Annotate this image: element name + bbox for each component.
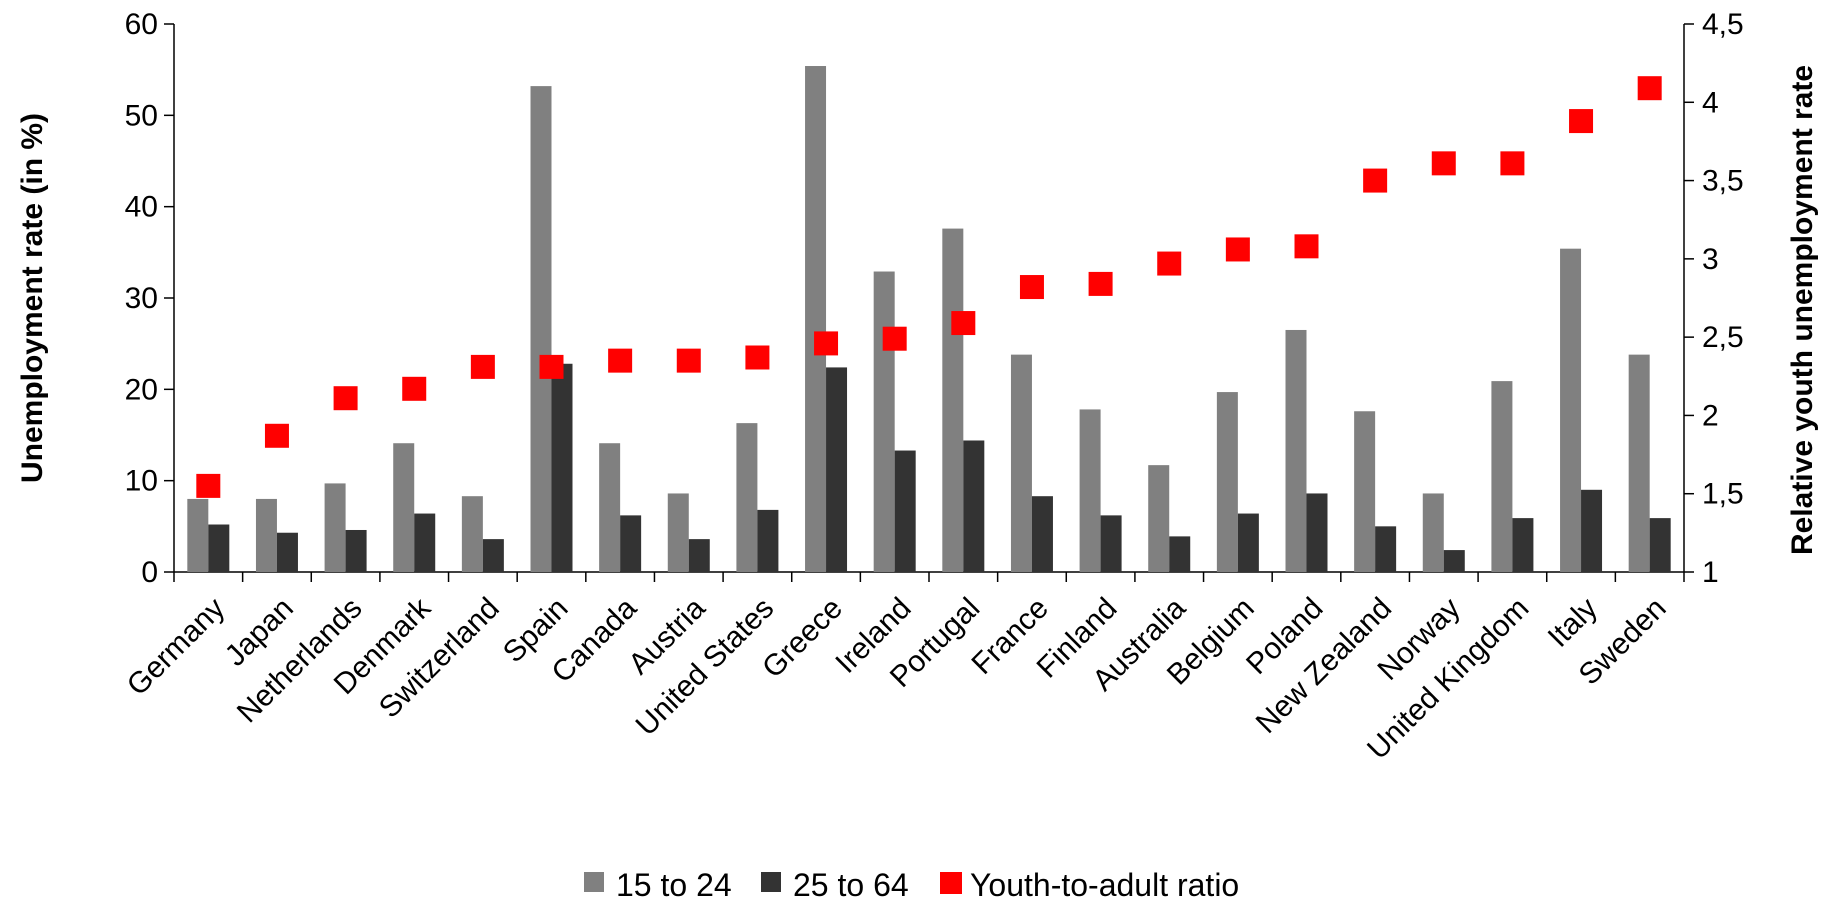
y-tick-label: 50 — [125, 99, 158, 132]
bar-25-to-64 — [1237, 513, 1259, 572]
ratio-marker — [1088, 271, 1113, 296]
y-tick-label: 20 — [125, 373, 158, 406]
ratio-marker — [1431, 151, 1456, 176]
bar-15-to-24 — [873, 271, 895, 572]
bar-15-to-24 — [1560, 248, 1582, 572]
y2-tick-label: 3 — [1702, 243, 1719, 276]
bar-15-to-24 — [805, 66, 827, 572]
ratio-marker — [814, 331, 839, 356]
y-tick-label: 10 — [125, 465, 158, 498]
bar-25-to-64 — [1031, 496, 1053, 572]
bar-15-to-24 — [736, 423, 758, 572]
bar-25-to-64 — [1649, 518, 1671, 572]
ratio-marker — [1157, 251, 1182, 276]
y2-tick-label: 1,5 — [1702, 478, 1744, 511]
ratio-marker — [1637, 76, 1662, 101]
bar-15-to-24 — [1628, 354, 1650, 572]
bar-15-to-24 — [461, 496, 483, 572]
bar-15-to-24 — [1354, 411, 1376, 572]
y2-tick-label: 2,5 — [1702, 321, 1744, 354]
bar-25-to-64 — [1169, 536, 1191, 572]
legend-swatch-ratio — [940, 872, 962, 894]
ratio-marker — [539, 354, 564, 379]
y-tick-label: 30 — [125, 282, 158, 315]
ratio-markers — [196, 76, 1662, 498]
legend-label-youth: 15 to 24 — [616, 867, 732, 903]
bar-15-to-24 — [1285, 329, 1307, 572]
ratio-marker — [1225, 237, 1250, 262]
legend: 15 to 24 25 to 64 Youth-to-adult ratio — [584, 867, 1239, 903]
y-tick-label: 40 — [125, 191, 158, 224]
bar-15-to-24 — [599, 443, 621, 572]
bar-15-to-24 — [1216, 392, 1238, 572]
bar-25-to-64 — [1443, 550, 1465, 572]
y2-tick-label: 4 — [1702, 86, 1719, 119]
ratio-marker — [951, 311, 976, 336]
ratio-marker — [264, 423, 289, 448]
category-label: Germany — [121, 592, 232, 703]
bar-15-to-24 — [942, 228, 964, 572]
y2-axis-title: Relative youth unemployment rate — [1786, 65, 1819, 555]
legend-swatch-adult — [761, 872, 781, 892]
bar-25-to-64 — [1581, 489, 1603, 572]
ratio-marker — [196, 473, 221, 498]
legend-swatch-youth — [584, 872, 604, 892]
bar-25-to-64 — [688, 539, 710, 572]
bars — [187, 66, 1671, 573]
bar-15-to-24 — [1148, 465, 1170, 572]
ratio-marker — [608, 348, 633, 373]
bar-25-to-64 — [551, 363, 573, 572]
bar-25-to-64 — [345, 529, 367, 572]
bar-25-to-64 — [1306, 493, 1328, 572]
y2-tick-label: 3,5 — [1702, 165, 1744, 198]
bar-25-to-64 — [276, 532, 298, 572]
bar-15-to-24 — [324, 483, 346, 572]
ratio-marker — [1294, 234, 1319, 259]
bar-15-to-24 — [1010, 354, 1032, 572]
bar-15-to-24 — [1422, 493, 1444, 572]
ratio-marker — [402, 376, 427, 401]
bar-25-to-64 — [894, 450, 916, 572]
y2-tick-label: 2 — [1702, 399, 1719, 432]
bar-25-to-64 — [1375, 526, 1397, 572]
y2-tick-label: 4,5 — [1702, 8, 1744, 41]
legend-label-ratio: Youth-to-adult ratio — [970, 867, 1239, 903]
bar-25-to-64 — [963, 440, 985, 572]
y-tick-label: 60 — [125, 8, 158, 41]
ratio-marker — [333, 386, 358, 411]
category-labels: GermanyJapanNetherlandsDenmarkSwitzerlan… — [121, 591, 1673, 766]
bar-15-to-24 — [667, 493, 689, 572]
y-tick-label: 0 — [141, 556, 158, 589]
y2-tick-label: 1 — [1702, 556, 1719, 589]
ratio-marker — [1569, 109, 1594, 134]
ratio-marker — [470, 354, 495, 379]
ratio-marker — [1019, 275, 1044, 300]
bar-15-to-24 — [187, 498, 209, 572]
bar-15-to-24 — [530, 86, 552, 573]
bar-25-to-64 — [482, 539, 504, 572]
bar-15-to-24 — [255, 498, 277, 572]
bar-25-to-64 — [620, 515, 642, 572]
ratio-marker — [1500, 151, 1525, 176]
bar-25-to-64 — [208, 524, 230, 572]
bar-25-to-64 — [826, 367, 848, 572]
ratio-marker — [1363, 168, 1388, 193]
legend-label-adult: 25 to 64 — [793, 867, 909, 903]
y-axis-title: Unemployment rate (in %) — [16, 113, 49, 483]
bar-25-to-64 — [1512, 518, 1534, 572]
category-label: Italy — [1542, 592, 1604, 654]
ratio-marker — [745, 345, 770, 370]
bar-25-to-64 — [1100, 515, 1122, 572]
bar-15-to-24 — [1491, 381, 1513, 572]
bar-15-to-24 — [393, 443, 415, 572]
bar-25-to-64 — [757, 509, 779, 572]
ratio-marker — [882, 326, 907, 351]
bar-15-to-24 — [1079, 409, 1101, 572]
ratio-marker — [676, 348, 701, 373]
bar-25-to-64 — [414, 513, 436, 572]
